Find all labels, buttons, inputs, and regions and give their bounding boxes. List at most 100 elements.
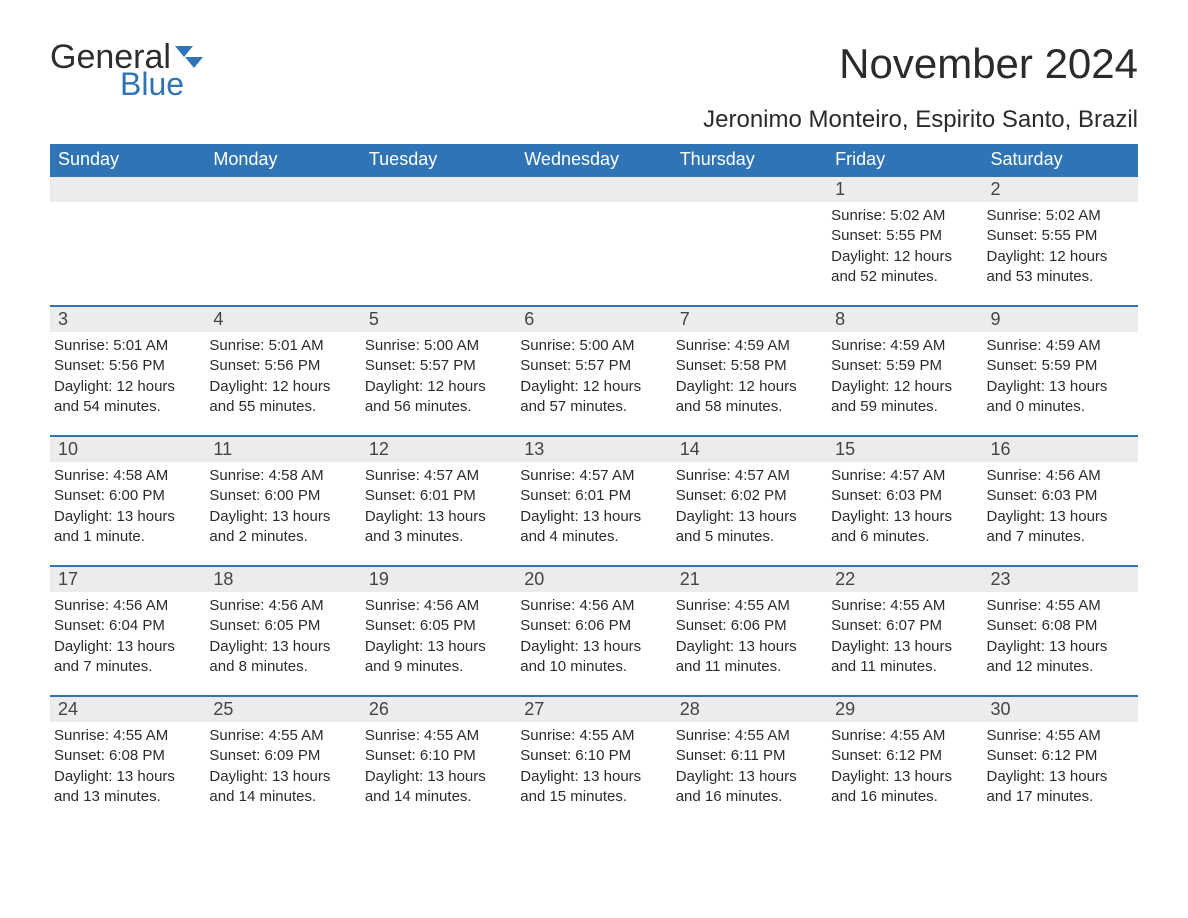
day-number: 3 [50, 307, 205, 332]
daylight-text: Daylight: 12 hours and 55 minutes. [209, 377, 356, 418]
day-details: Sunrise: 4:58 AMSunset: 6:00 PMDaylight:… [205, 462, 360, 551]
calendar-day-cell: 14Sunrise: 4:57 AMSunset: 6:02 PMDayligh… [672, 436, 827, 566]
sunrise-text: Sunrise: 4:57 AM [365, 466, 512, 486]
sunrise-text: Sunrise: 4:55 AM [54, 726, 201, 746]
day-number: 27 [516, 697, 671, 722]
daylight-text: Daylight: 13 hours and 2 minutes. [209, 507, 356, 548]
day-number: 30 [983, 697, 1138, 722]
daylight-text: Daylight: 13 hours and 1 minute. [54, 507, 201, 548]
day-details: Sunrise: 4:55 AMSunset: 6:07 PMDaylight:… [827, 592, 982, 681]
day-header: Thursday [672, 144, 827, 176]
sunset-text: Sunset: 6:07 PM [831, 616, 978, 636]
calendar-week: 10Sunrise: 4:58 AMSunset: 6:00 PMDayligh… [50, 436, 1138, 566]
daylight-text: Daylight: 13 hours and 11 minutes. [831, 637, 978, 678]
day-number: 26 [361, 697, 516, 722]
day-details: Sunrise: 5:02 AMSunset: 5:55 PMDaylight:… [827, 202, 982, 291]
logo: General Blue [50, 40, 203, 100]
calendar-day-cell: 7Sunrise: 4:59 AMSunset: 5:58 PMDaylight… [672, 306, 827, 436]
calendar-day-cell: 16Sunrise: 4:56 AMSunset: 6:03 PMDayligh… [983, 436, 1138, 566]
day-details: Sunrise: 4:55 AMSunset: 6:06 PMDaylight:… [672, 592, 827, 681]
calendar-day-cell: 9Sunrise: 4:59 AMSunset: 5:59 PMDaylight… [983, 306, 1138, 436]
daylight-text: Daylight: 13 hours and 10 minutes. [520, 637, 667, 678]
sunrise-text: Sunrise: 4:57 AM [520, 466, 667, 486]
day-details: Sunrise: 4:57 AMSunset: 6:02 PMDaylight:… [672, 462, 827, 551]
calendar-day-cell: 17Sunrise: 4:56 AMSunset: 6:04 PMDayligh… [50, 566, 205, 696]
calendar-day-cell: 21Sunrise: 4:55 AMSunset: 6:06 PMDayligh… [672, 566, 827, 696]
sunset-text: Sunset: 6:05 PM [365, 616, 512, 636]
sunrise-text: Sunrise: 4:55 AM [365, 726, 512, 746]
calendar-day-cell: 25Sunrise: 4:55 AMSunset: 6:09 PMDayligh… [205, 696, 360, 826]
sunrise-text: Sunrise: 4:56 AM [520, 596, 667, 616]
day-number-empty [50, 177, 205, 202]
daylight-text: Daylight: 13 hours and 7 minutes. [987, 507, 1134, 548]
daylight-text: Daylight: 13 hours and 14 minutes. [209, 767, 356, 808]
sunset-text: Sunset: 6:03 PM [831, 486, 978, 506]
sunset-text: Sunset: 6:04 PM [54, 616, 201, 636]
calendar-day-cell: 2Sunrise: 5:02 AMSunset: 5:55 PMDaylight… [983, 176, 1138, 306]
calendar-day-cell: 13Sunrise: 4:57 AMSunset: 6:01 PMDayligh… [516, 436, 671, 566]
sunrise-text: Sunrise: 4:58 AM [54, 466, 201, 486]
daylight-text: Daylight: 13 hours and 5 minutes. [676, 507, 823, 548]
day-number: 29 [827, 697, 982, 722]
day-details: Sunrise: 4:57 AMSunset: 6:01 PMDaylight:… [516, 462, 671, 551]
sunrise-text: Sunrise: 4:56 AM [209, 596, 356, 616]
day-details: Sunrise: 4:56 AMSunset: 6:05 PMDaylight:… [361, 592, 516, 681]
sunset-text: Sunset: 5:57 PM [365, 356, 512, 376]
calendar-day-cell: 26Sunrise: 4:55 AMSunset: 6:10 PMDayligh… [361, 696, 516, 826]
sunset-text: Sunset: 5:57 PM [520, 356, 667, 376]
calendar-day-cell [672, 176, 827, 306]
sunrise-text: Sunrise: 4:59 AM [987, 336, 1134, 356]
calendar-week: 17Sunrise: 4:56 AMSunset: 6:04 PMDayligh… [50, 566, 1138, 696]
sunset-text: Sunset: 5:56 PM [209, 356, 356, 376]
sunset-text: Sunset: 6:00 PM [54, 486, 201, 506]
daylight-text: Daylight: 12 hours and 53 minutes. [987, 247, 1134, 288]
sunrise-text: Sunrise: 4:57 AM [831, 466, 978, 486]
sunset-text: Sunset: 5:55 PM [987, 226, 1134, 246]
day-number: 18 [205, 567, 360, 592]
sunrise-text: Sunrise: 4:56 AM [987, 466, 1134, 486]
sunset-text: Sunset: 5:59 PM [987, 356, 1134, 376]
day-number: 17 [50, 567, 205, 592]
sunset-text: Sunset: 6:02 PM [676, 486, 823, 506]
daylight-text: Daylight: 13 hours and 0 minutes. [987, 377, 1134, 418]
calendar-day-cell: 12Sunrise: 4:57 AMSunset: 6:01 PMDayligh… [361, 436, 516, 566]
sunset-text: Sunset: 6:06 PM [520, 616, 667, 636]
day-number: 21 [672, 567, 827, 592]
daylight-text: Daylight: 12 hours and 59 minutes. [831, 377, 978, 418]
day-details: Sunrise: 4:55 AMSunset: 6:11 PMDaylight:… [672, 722, 827, 811]
calendar-day-cell [361, 176, 516, 306]
calendar-day-cell: 24Sunrise: 4:55 AMSunset: 6:08 PMDayligh… [50, 696, 205, 826]
sunrise-text: Sunrise: 4:59 AM [831, 336, 978, 356]
day-header: Monday [205, 144, 360, 176]
day-number: 8 [827, 307, 982, 332]
daylight-text: Daylight: 13 hours and 9 minutes. [365, 637, 512, 678]
sunrise-text: Sunrise: 5:02 AM [831, 206, 978, 226]
daylight-text: Daylight: 12 hours and 52 minutes. [831, 247, 978, 288]
day-number: 23 [983, 567, 1138, 592]
calendar-table: SundayMondayTuesdayWednesdayThursdayFrid… [50, 144, 1138, 826]
sunset-text: Sunset: 6:08 PM [987, 616, 1134, 636]
calendar-day-cell: 19Sunrise: 4:56 AMSunset: 6:05 PMDayligh… [361, 566, 516, 696]
flag-icon [175, 46, 203, 68]
day-number: 5 [361, 307, 516, 332]
day-details: Sunrise: 5:02 AMSunset: 5:55 PMDaylight:… [983, 202, 1138, 291]
calendar-day-cell: 30Sunrise: 4:55 AMSunset: 6:12 PMDayligh… [983, 696, 1138, 826]
daylight-text: Daylight: 12 hours and 56 minutes. [365, 377, 512, 418]
daylight-text: Daylight: 13 hours and 4 minutes. [520, 507, 667, 548]
calendar-day-cell: 23Sunrise: 4:55 AMSunset: 6:08 PMDayligh… [983, 566, 1138, 696]
calendar-day-cell: 10Sunrise: 4:58 AMSunset: 6:00 PMDayligh… [50, 436, 205, 566]
daylight-text: Daylight: 13 hours and 3 minutes. [365, 507, 512, 548]
day-number: 9 [983, 307, 1138, 332]
calendar-day-cell: 27Sunrise: 4:55 AMSunset: 6:10 PMDayligh… [516, 696, 671, 826]
calendar-day-cell [205, 176, 360, 306]
day-details: Sunrise: 4:59 AMSunset: 5:59 PMDaylight:… [983, 332, 1138, 421]
day-number: 4 [205, 307, 360, 332]
day-number-empty [205, 177, 360, 202]
daylight-text: Daylight: 12 hours and 57 minutes. [520, 377, 667, 418]
sunset-text: Sunset: 6:06 PM [676, 616, 823, 636]
day-details: Sunrise: 4:55 AMSunset: 6:09 PMDaylight:… [205, 722, 360, 811]
sunset-text: Sunset: 5:56 PM [54, 356, 201, 376]
day-number: 12 [361, 437, 516, 462]
day-header: Friday [827, 144, 982, 176]
sunrise-text: Sunrise: 4:55 AM [831, 726, 978, 746]
